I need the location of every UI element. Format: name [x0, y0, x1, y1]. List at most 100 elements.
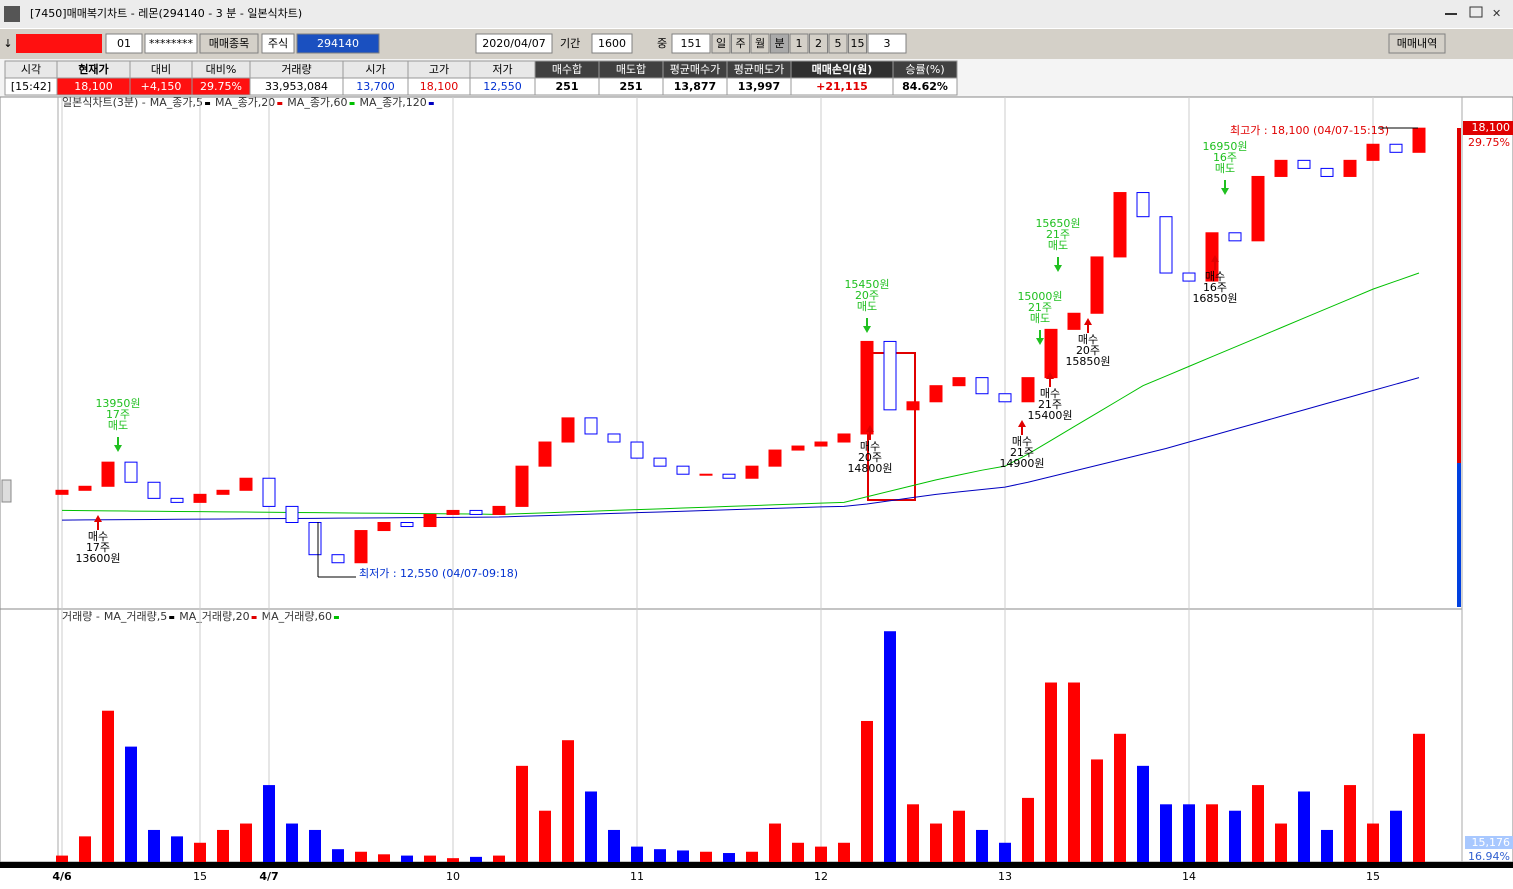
unit-button[interactable]: 일	[716, 36, 726, 50]
sell-label: 16주	[1213, 151, 1237, 164]
buy-arrow	[1211, 255, 1219, 270]
account-no-box[interactable]	[105, 33, 143, 54]
high-note: 최고가 : 18,100 (04/07-15:13)	[1230, 124, 1389, 137]
buy-arrow	[1018, 420, 1026, 435]
buy-label: 매수	[1078, 333, 1098, 346]
range-bar-down	[1457, 463, 1461, 607]
legend-item: MA_거래량,60	[262, 610, 332, 623]
unit-button-box[interactable]	[848, 33, 867, 54]
interval-field-box[interactable]	[867, 33, 907, 54]
sell-arrow	[1221, 180, 1229, 195]
account-no[interactable]: 01	[117, 37, 131, 50]
buy-label: 15850원	[1065, 355, 1110, 368]
summary-value: 18,100	[74, 80, 113, 93]
summary-value: 29.75%	[200, 80, 242, 93]
candle-body	[906, 401, 920, 411]
volume-bar	[953, 810, 965, 862]
interval-field[interactable]: 3	[884, 37, 891, 50]
buy-arrow	[1084, 318, 1092, 333]
unit-button-box[interactable]	[731, 33, 750, 54]
buy-label: 매수	[1040, 387, 1060, 400]
axis-strip	[0, 862, 1513, 868]
candle-body	[1320, 167, 1334, 177]
unit-button[interactable]: 1	[796, 37, 803, 50]
volume-bar	[401, 855, 413, 862]
code-field-box[interactable]	[296, 33, 380, 54]
buy-label: 16주	[1203, 281, 1227, 294]
unit-button-box[interactable]	[711, 33, 731, 54]
account-field[interactable]	[16, 34, 102, 53]
mid-field-box[interactable]	[671, 33, 711, 54]
candle-body	[216, 489, 230, 495]
mid-field[interactable]: 151	[681, 37, 702, 50]
volume-bar	[769, 823, 781, 862]
date-field[interactable]: 2020/04/07	[482, 37, 545, 50]
unit-button[interactable]: 5	[835, 37, 842, 50]
candle-body	[1044, 328, 1058, 379]
volume-bar	[1183, 804, 1195, 862]
volume-bar	[677, 850, 689, 862]
unit-button[interactable]: 분	[774, 37, 784, 50]
volume-bar	[148, 829, 160, 862]
unit-button-box[interactable]	[789, 33, 809, 54]
candle-body	[147, 481, 161, 499]
period-field-box[interactable]	[591, 33, 633, 54]
summary-value: +4,150	[141, 80, 182, 93]
stock-button[interactable]: 매매종목	[209, 37, 249, 50]
date-field-box[interactable]	[475, 33, 553, 54]
x-tick-label: 12	[814, 870, 828, 883]
unit-button[interactable]: 주	[735, 37, 745, 50]
candle-body	[998, 393, 1012, 403]
side-toggle[interactable]	[1, 479, 12, 503]
candle-body	[101, 461, 115, 487]
x-tick-label: 11	[630, 870, 644, 883]
volume-bar	[378, 854, 390, 862]
unit-button[interactable]: 월	[755, 37, 765, 50]
password-box[interactable]	[144, 33, 198, 54]
candle-body	[630, 441, 644, 459]
mid-label: 중	[657, 37, 667, 50]
summary-header: 시가	[365, 63, 385, 76]
volume-bar	[723, 853, 735, 862]
buy-label: 16850원	[1192, 292, 1237, 305]
volume-bar	[424, 855, 436, 862]
legend-item: MA_거래량,20	[179, 610, 249, 623]
history-button[interactable]: 매매내역	[1397, 37, 1437, 50]
unit-button[interactable]: 15	[851, 37, 865, 50]
volume-bar	[194, 842, 206, 862]
candle-body	[676, 465, 690, 475]
x-tick-label: 15	[1366, 870, 1380, 883]
market-box[interactable]	[261, 33, 295, 54]
unit-button-box[interactable]	[750, 33, 770, 54]
sell-label: 16950원	[1202, 140, 1247, 153]
candle-body	[262, 477, 276, 507]
legend-item: MA_종가,60	[287, 96, 347, 109]
volume-bar	[1114, 733, 1126, 862]
unit-button-box[interactable]	[809, 33, 828, 54]
period-field[interactable]: 1600	[598, 37, 626, 50]
window-controls[interactable]: ✕	[1445, 6, 1501, 20]
buy-label: 14900원	[999, 457, 1044, 470]
unit-button-box[interactable]	[770, 33, 789, 54]
market[interactable]: 주식	[268, 37, 288, 50]
unit-button[interactable]: 2	[815, 37, 822, 50]
x-tick-label: 15	[193, 870, 207, 883]
code-field[interactable]: 294140	[317, 37, 359, 50]
candle-body	[538, 441, 552, 467]
summary-header: 시각	[21, 63, 41, 76]
summary-value: 251	[556, 80, 579, 93]
candle-body	[952, 377, 966, 387]
unit-button-box[interactable]	[828, 33, 848, 54]
buy-arrow	[1046, 372, 1054, 387]
candle-body	[1251, 175, 1265, 242]
history-button-box[interactable]	[1388, 33, 1446, 54]
volume-bar	[1252, 785, 1264, 862]
volume-bar	[539, 810, 551, 862]
legend-swatch	[428, 102, 434, 105]
legend-item: MA_종가,120	[360, 96, 427, 109]
stock-button-box[interactable]	[199, 33, 259, 54]
password[interactable]: ********	[149, 37, 194, 50]
summary-header: 대비%	[206, 63, 237, 76]
candle-body	[1274, 159, 1288, 177]
volume-bar	[79, 836, 91, 862]
